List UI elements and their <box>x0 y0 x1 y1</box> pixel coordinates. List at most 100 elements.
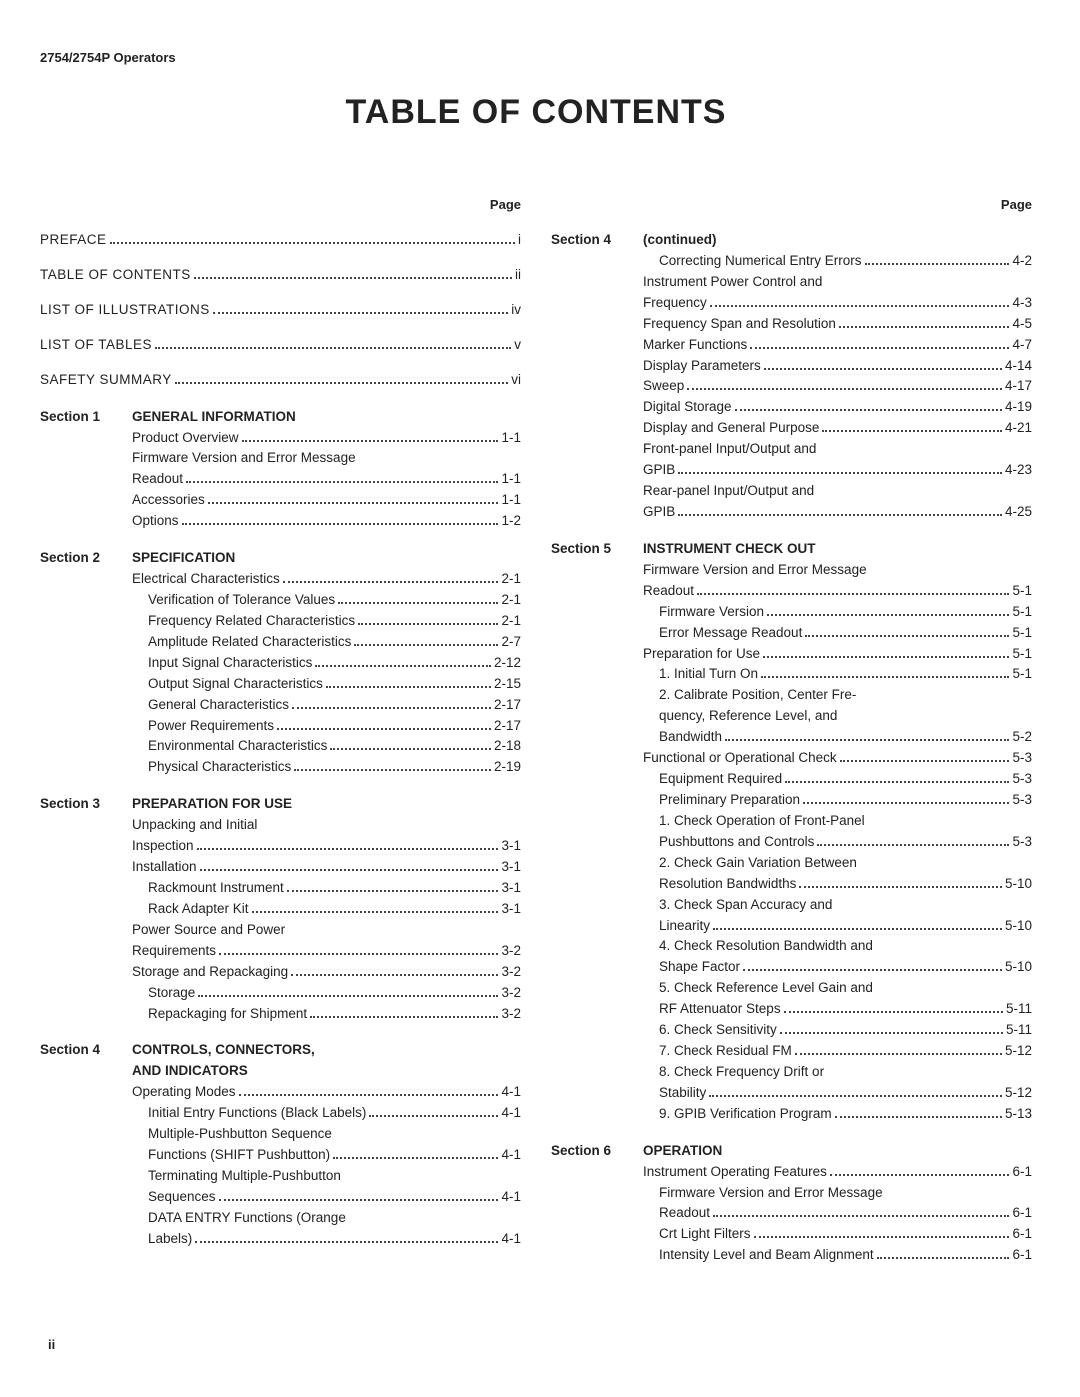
leader-dots <box>761 676 1009 678</box>
leader-dots <box>784 1011 1003 1013</box>
toc-entry-page: 4-3 <box>1012 293 1032 314</box>
toc-entry-page: 3-2 <box>501 983 521 1004</box>
toc-entry: Preparation for Use5-1 <box>551 644 1032 665</box>
toc-entry-text: Bandwidth <box>659 727 722 748</box>
leader-dots <box>194 277 512 279</box>
toc-entry: Crt Light Filters6-1 <box>551 1224 1032 1245</box>
toc-entry-text: Equipment Required <box>659 769 782 790</box>
leader-dots <box>155 347 511 349</box>
toc-entry: Physical Characteristics2-19 <box>40 757 521 778</box>
toc-entry: Input Signal Characteristics2-12 <box>40 653 521 674</box>
leader-dots <box>764 368 1002 370</box>
toc-entry-text: Storage <box>148 983 195 1004</box>
toc-entry: GPIB4-25 <box>551 502 1032 523</box>
toc-entry-text: Initial Entry Functions (Black Labels) <box>148 1103 366 1124</box>
toc-continuation: Multiple-Pushbutton Sequence <box>40 1124 521 1145</box>
toc-entry-page: 3-1 <box>501 878 521 899</box>
toc-entry-page: 4-17 <box>1005 376 1032 397</box>
toc-entry: Frequency4-3 <box>551 293 1032 314</box>
toc-entry: 6. Check Sensitivity5-11 <box>551 1020 1032 1041</box>
toc-entry: Amplitude Related Characteristics2-7 <box>40 632 521 653</box>
toc-entry: 1. Initial Turn On 5-1 <box>551 664 1032 685</box>
leader-dots <box>805 635 1009 637</box>
toc-entry: GPIB4-23 <box>551 460 1032 481</box>
toc-continuation: DATA ENTRY Functions (Orange <box>40 1208 521 1229</box>
leader-dots <box>830 1174 1010 1176</box>
leader-dots <box>175 382 508 384</box>
toc-entry-text: Preliminary Preparation <box>659 790 800 811</box>
toc-entry-text: Sweep <box>643 376 684 397</box>
toc-entry-text: Requirements <box>132 941 216 962</box>
toc-entry: Electrical Characteristics2-1 <box>40 569 521 590</box>
section-heading: Section 1GENERAL INFORMATION <box>40 407 521 428</box>
toc-entry-text: PREFACE <box>40 230 107 251</box>
toc-entry-text: 9. GPIB Verification Program <box>659 1104 832 1125</box>
toc-entry-text: Correcting Numerical Entry Errors <box>659 251 862 272</box>
toc-entry-text: Error Message Readout <box>659 623 802 644</box>
leader-dots <box>213 312 508 314</box>
toc-entry-text: Power Requirements <box>148 716 274 737</box>
toc-entry: Display Parameters4-14 <box>551 356 1032 377</box>
toc-entry-text: Firmware Version <box>659 602 764 623</box>
toc-entry: LIST OF ILLUSTRATIONSiv <box>40 300 521 321</box>
toc-entry: Stability5-12 <box>551 1083 1032 1104</box>
toc-entry-text: Frequency Span and Resolution <box>643 314 836 335</box>
toc-continuation: 2. Calibrate Position, Center Fre- <box>551 685 1032 706</box>
toc-entry-text: Readout <box>659 1203 710 1224</box>
toc-entry-page: 4-1 <box>501 1103 521 1124</box>
toc-entry: Options1-2 <box>40 511 521 532</box>
toc-entry-text: Repackaging for Shipment <box>148 1004 307 1025</box>
toc-entry-page: 4-19 <box>1005 397 1032 418</box>
toc-entry: Shape Factor5-10 <box>551 957 1032 978</box>
leader-dots <box>198 995 498 997</box>
toc-entry-page: 3-1 <box>501 836 521 857</box>
toc-entry-page: 5-1 <box>1012 664 1032 685</box>
toc-entry: Bandwidth5-2 <box>551 727 1032 748</box>
toc-entry: Requirements3-2 <box>40 941 521 962</box>
toc-entry-text: Inspection <box>132 836 194 857</box>
toc-entry-page: 2-17 <box>494 695 521 716</box>
toc-entry: Labels)4-1 <box>40 1229 521 1250</box>
toc-entry: Storage and Repackaging3-2 <box>40 962 521 983</box>
toc-entry: Equipment Required5-3 <box>551 769 1032 790</box>
toc-entry-text: Accessories <box>132 490 205 511</box>
section-heading: Section 4CONTROLS, CONNECTORS, <box>40 1040 521 1061</box>
toc-entry: Resolution Bandwidths5-10 <box>551 874 1032 895</box>
leader-dots <box>780 1032 1003 1034</box>
toc-entry: Frequency Related Characteristics2-1 <box>40 611 521 632</box>
toc-entry-page: 4-5 <box>1012 314 1032 335</box>
toc-entry-page: 6-1 <box>1012 1162 1032 1183</box>
toc-entry-text: Verification of Tolerance Values <box>148 590 335 611</box>
toc-entry-text: Intensity Level and Beam Alignment <box>659 1245 874 1266</box>
leader-dots <box>687 388 1002 390</box>
toc-continuation: Front-panel Input/Output and <box>551 439 1032 460</box>
toc-entry-text: Storage and Repackaging <box>132 962 288 983</box>
leader-dots <box>287 890 499 892</box>
leader-dots <box>354 644 498 646</box>
page-title: TABLE OF CONTENTS <box>40 93 1032 132</box>
toc-entry-page: 2-1 <box>501 569 521 590</box>
toc-entry: Environmental Characteristics2-18 <box>40 736 521 757</box>
leader-dots <box>785 781 1009 783</box>
toc-entry-page: i <box>518 230 521 251</box>
section-heading: Section 2SPECIFICATION <box>40 548 521 569</box>
toc-entry: Readout6-1 <box>551 1203 1032 1224</box>
leader-dots <box>294 769 491 771</box>
toc-continuation: 4. Check Resolution Bandwidth and <box>551 936 1032 957</box>
toc-entry-text: TABLE OF CONTENTS <box>40 265 191 286</box>
toc-continuation: Power Source and Power <box>40 920 521 941</box>
leader-dots <box>743 969 1002 971</box>
toc-entry-page: 4-25 <box>1005 502 1032 523</box>
toc-entry-text: Display Parameters <box>643 356 761 377</box>
toc-entry: Rackmount Instrument3-1 <box>40 878 521 899</box>
toc-entry-page: v <box>514 335 521 356</box>
toc-continuation: Instrument Power Control and <box>551 272 1032 293</box>
toc-entry: Preliminary Preparation5-3 <box>551 790 1032 811</box>
leader-dots <box>697 593 1009 595</box>
toc-entry-text: Product Overview <box>132 428 239 449</box>
toc-continuation: 1. Check Operation of Front-Panel <box>551 811 1032 832</box>
toc-entry: Error Message Readout5-1 <box>551 623 1032 644</box>
toc-entry-text: Display and General Purpose <box>643 418 819 439</box>
leader-dots <box>330 748 491 750</box>
toc-entry-text: 1. Initial Turn On <box>659 664 758 685</box>
